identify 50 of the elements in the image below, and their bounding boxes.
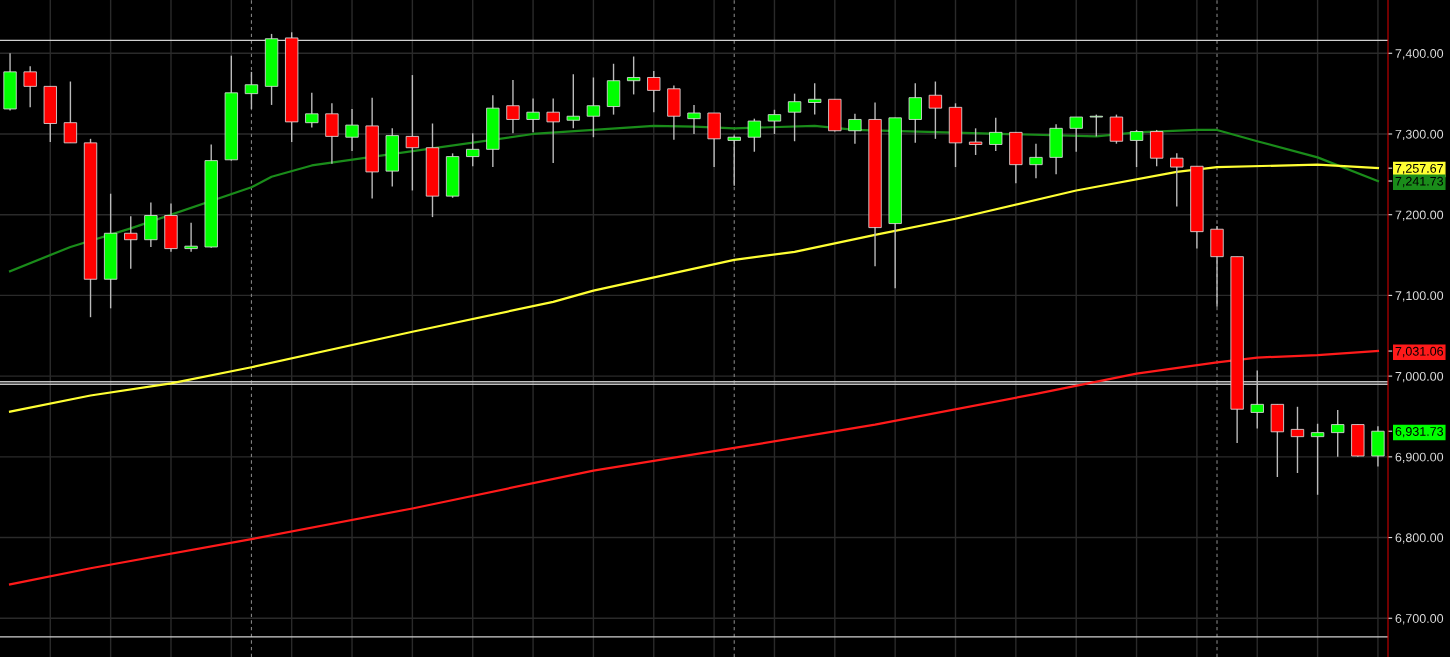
candlestick (325, 102, 339, 165)
y-tick-label: 7,000.00 (1395, 371, 1444, 383)
y-tick-label: 6,931.73 (1395, 427, 1444, 438)
candlestick (908, 82, 922, 144)
line-series (8, 349, 1380, 586)
y-tick-label: 7,200.00 (1395, 210, 1444, 221)
candlestick (124, 215, 138, 270)
candlestick (647, 70, 661, 113)
candlestick (184, 222, 198, 253)
candlestick (989, 117, 1003, 152)
candlestick (586, 76, 601, 138)
candlestick (747, 117, 761, 153)
candlestick (63, 80, 78, 144)
y-tick-label: 7,300.00 (1395, 129, 1444, 141)
candlestick (1310, 423, 1325, 496)
y-tick-label: 7,400.00 (1395, 49, 1444, 60)
candlestick (244, 71, 259, 110)
candlestick (405, 74, 420, 192)
y-tick-label: 7,241.73 (1395, 176, 1444, 188)
candlestick (546, 97, 560, 164)
candlestick (1290, 406, 1305, 474)
candlestick (787, 92, 802, 142)
y-tick-label: 6,800.00 (1395, 533, 1444, 544)
candlestick (928, 80, 943, 140)
candlestick (466, 132, 480, 167)
y-tick-label: 7,257.67 (1395, 163, 1443, 175)
candlestick (848, 113, 862, 145)
candlestick (727, 134, 741, 187)
candlestick (808, 82, 822, 116)
y-tick-label: 7,031.06 (1395, 346, 1444, 358)
candlestick (1029, 142, 1043, 180)
y-tick-label: 6,900.00 (1395, 452, 1444, 463)
candlestick (767, 109, 782, 135)
candlestick (627, 55, 641, 96)
candlestick (687, 104, 701, 135)
candlestick (1089, 113, 1103, 138)
candlestick (345, 108, 359, 152)
candlestick (1170, 152, 1184, 208)
candlestick (566, 73, 580, 130)
candlestick (1069, 116, 1083, 153)
candlestick (526, 97, 540, 134)
y-tick-label: 6,700.00 (1395, 614, 1444, 625)
candlestick (1331, 409, 1345, 458)
candlestick (506, 79, 520, 134)
candlestick (305, 92, 319, 129)
candlestick (23, 65, 37, 109)
line-series (8, 163, 1380, 413)
candlestick (968, 127, 983, 156)
candlestick (1129, 129, 1144, 168)
y-tick-label: 7,100.00 (1395, 291, 1444, 302)
